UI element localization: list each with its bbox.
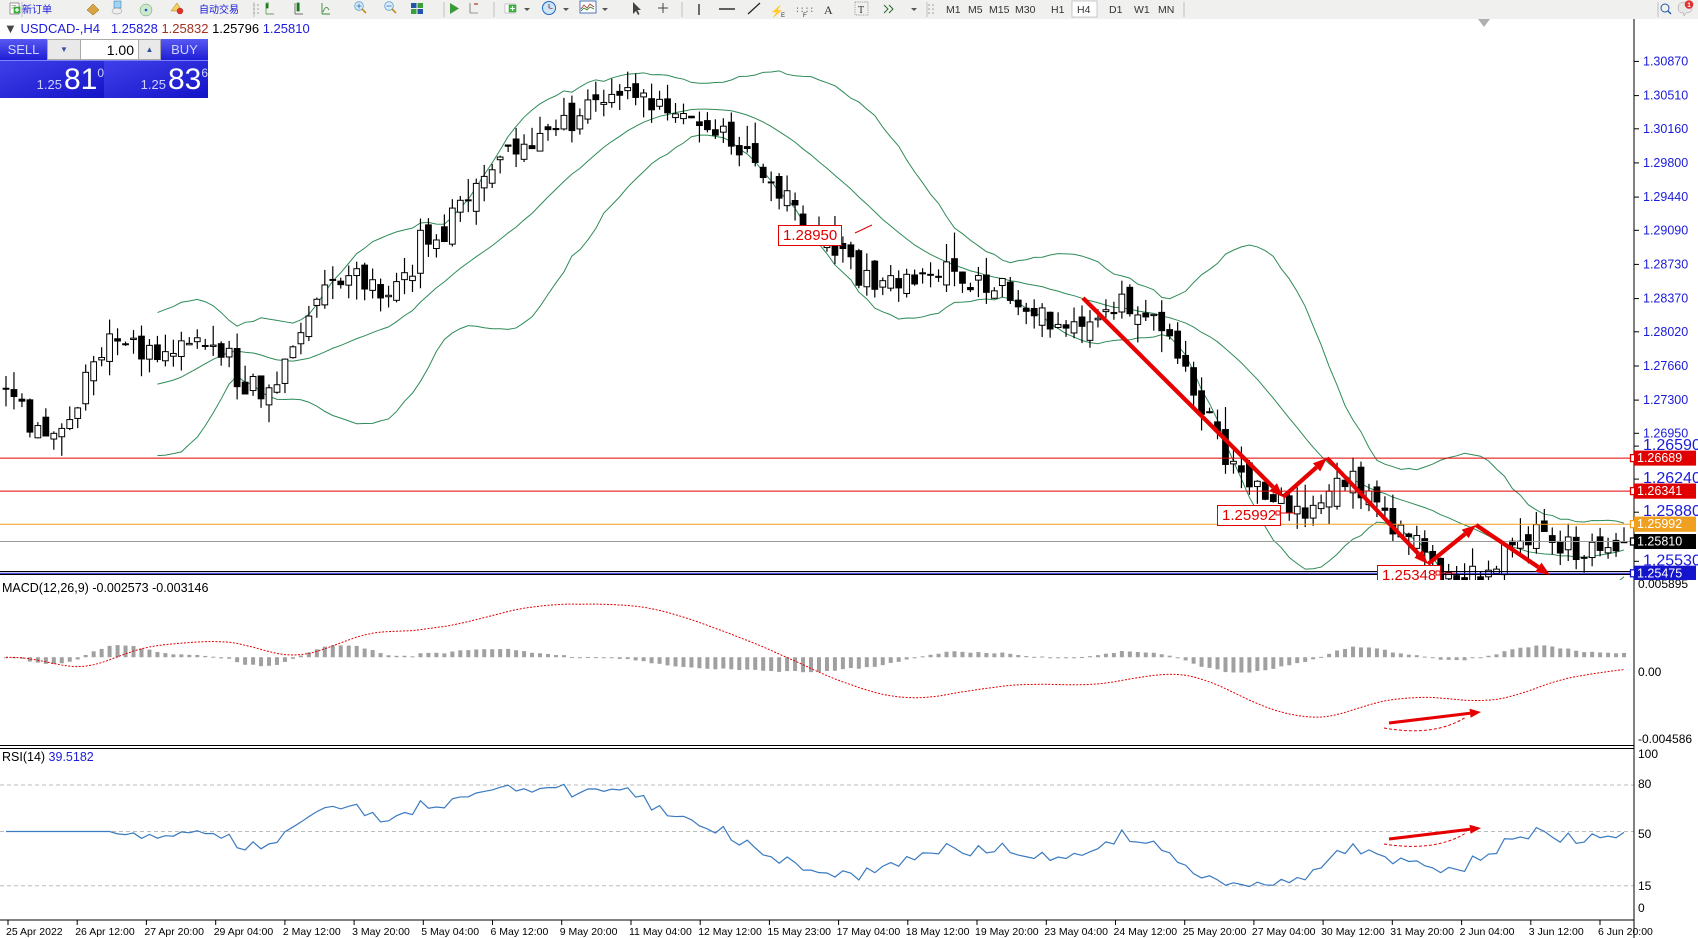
svg-text:A: A <box>824 3 833 17</box>
svg-text:T: T <box>858 5 864 16</box>
svg-text:19 May 20:00: 19 May 20:00 <box>975 926 1039 938</box>
svg-text:1.25810: 1.25810 <box>1637 535 1682 549</box>
svg-text:9 May 20:00: 9 May 20:00 <box>560 926 618 938</box>
svg-text:29 Apr 04:00: 29 Apr 04:00 <box>214 926 274 938</box>
svg-text:自动交易: 自动交易 <box>199 3 239 16</box>
svg-text:26 Apr 12:00: 26 Apr 12:00 <box>75 926 135 938</box>
svg-text:0: 0 <box>1638 901 1645 915</box>
svg-text:5 May 04:00: 5 May 04:00 <box>421 926 479 938</box>
svg-text:1.25475: 1.25475 <box>1637 566 1682 580</box>
svg-text:MN: MN <box>1158 4 1174 16</box>
svg-text:2 Jun 04:00: 2 Jun 04:00 <box>1460 926 1515 938</box>
svg-text:1.30870: 1.30870 <box>1643 54 1688 68</box>
svg-text:2 May 12:00: 2 May 12:00 <box>283 926 341 938</box>
svg-text:80: 80 <box>1638 777 1652 791</box>
svg-text:新订单: 新订单 <box>22 3 52 16</box>
svg-text:31 May 20:00: 31 May 20:00 <box>1390 926 1454 938</box>
svg-text:17 May 04:00: 17 May 04:00 <box>837 926 901 938</box>
svg-text:23 May 04:00: 23 May 04:00 <box>1044 926 1108 938</box>
svg-text:27 May 04:00: 27 May 04:00 <box>1252 926 1316 938</box>
svg-text:1.27660: 1.27660 <box>1643 359 1688 373</box>
svg-text:W1: W1 <box>1134 4 1150 16</box>
svg-text:18 May 12:00: 18 May 12:00 <box>906 926 970 938</box>
svg-text:D1: D1 <box>1109 4 1123 16</box>
svg-text:0.005895: 0.005895 <box>1638 580 1688 591</box>
svg-text:1.30160: 1.30160 <box>1643 122 1688 136</box>
svg-text:M5: M5 <box>968 4 983 16</box>
svg-text:24 May 12:00: 24 May 12:00 <box>1114 926 1178 938</box>
svg-text:1.26689: 1.26689 <box>1637 451 1682 465</box>
svg-text:-0.004586: -0.004586 <box>1638 732 1692 746</box>
svg-text:27 Apr 20:00: 27 Apr 20:00 <box>144 926 204 938</box>
svg-text:6 Jun 20:00: 6 Jun 20:00 <box>1598 926 1653 938</box>
svg-text:1.27300: 1.27300 <box>1643 393 1688 407</box>
svg-text:M1: M1 <box>946 4 961 16</box>
svg-text:H4: H4 <box>1077 4 1091 16</box>
svg-text:25 Apr 2022: 25 Apr 2022 <box>6 926 63 938</box>
svg-text:11 May 04:00: 11 May 04:00 <box>629 926 692 938</box>
svg-text:1.26341: 1.26341 <box>1637 484 1682 498</box>
svg-text:M15: M15 <box>989 4 1010 16</box>
svg-text:3 May 20:00: 3 May 20:00 <box>352 926 410 938</box>
svg-text:H1: H1 <box>1051 4 1065 16</box>
svg-text:30 May 12:00: 30 May 12:00 <box>1321 926 1385 938</box>
svg-text:1.28730: 1.28730 <box>1643 257 1688 271</box>
svg-text:1.29800: 1.29800 <box>1643 156 1688 170</box>
svg-text:1.30510: 1.30510 <box>1643 89 1688 103</box>
svg-text:6 May 12:00: 6 May 12:00 <box>491 926 549 938</box>
svg-text:3 Jun 12:00: 3 Jun 12:00 <box>1529 926 1584 938</box>
svg-text:25 May 20:00: 25 May 20:00 <box>1183 926 1247 938</box>
svg-text:1.28370: 1.28370 <box>1643 292 1688 306</box>
svg-text:1: 1 <box>1687 2 1691 9</box>
svg-text:0.00: 0.00 <box>1638 665 1662 679</box>
svg-text:100: 100 <box>1638 749 1658 761</box>
svg-text:50: 50 <box>1638 827 1652 841</box>
svg-text:1.28020: 1.28020 <box>1643 325 1688 339</box>
svg-text:12 May 12:00: 12 May 12:00 <box>698 926 762 938</box>
svg-text:15: 15 <box>1638 879 1652 893</box>
svg-text:1.29090: 1.29090 <box>1643 223 1688 237</box>
svg-text:15 May 23:00: 15 May 23:00 <box>767 926 831 938</box>
svg-text:1.25992: 1.25992 <box>1637 517 1682 531</box>
svg-text:M30: M30 <box>1015 4 1036 16</box>
svg-text:1.29440: 1.29440 <box>1643 190 1688 204</box>
